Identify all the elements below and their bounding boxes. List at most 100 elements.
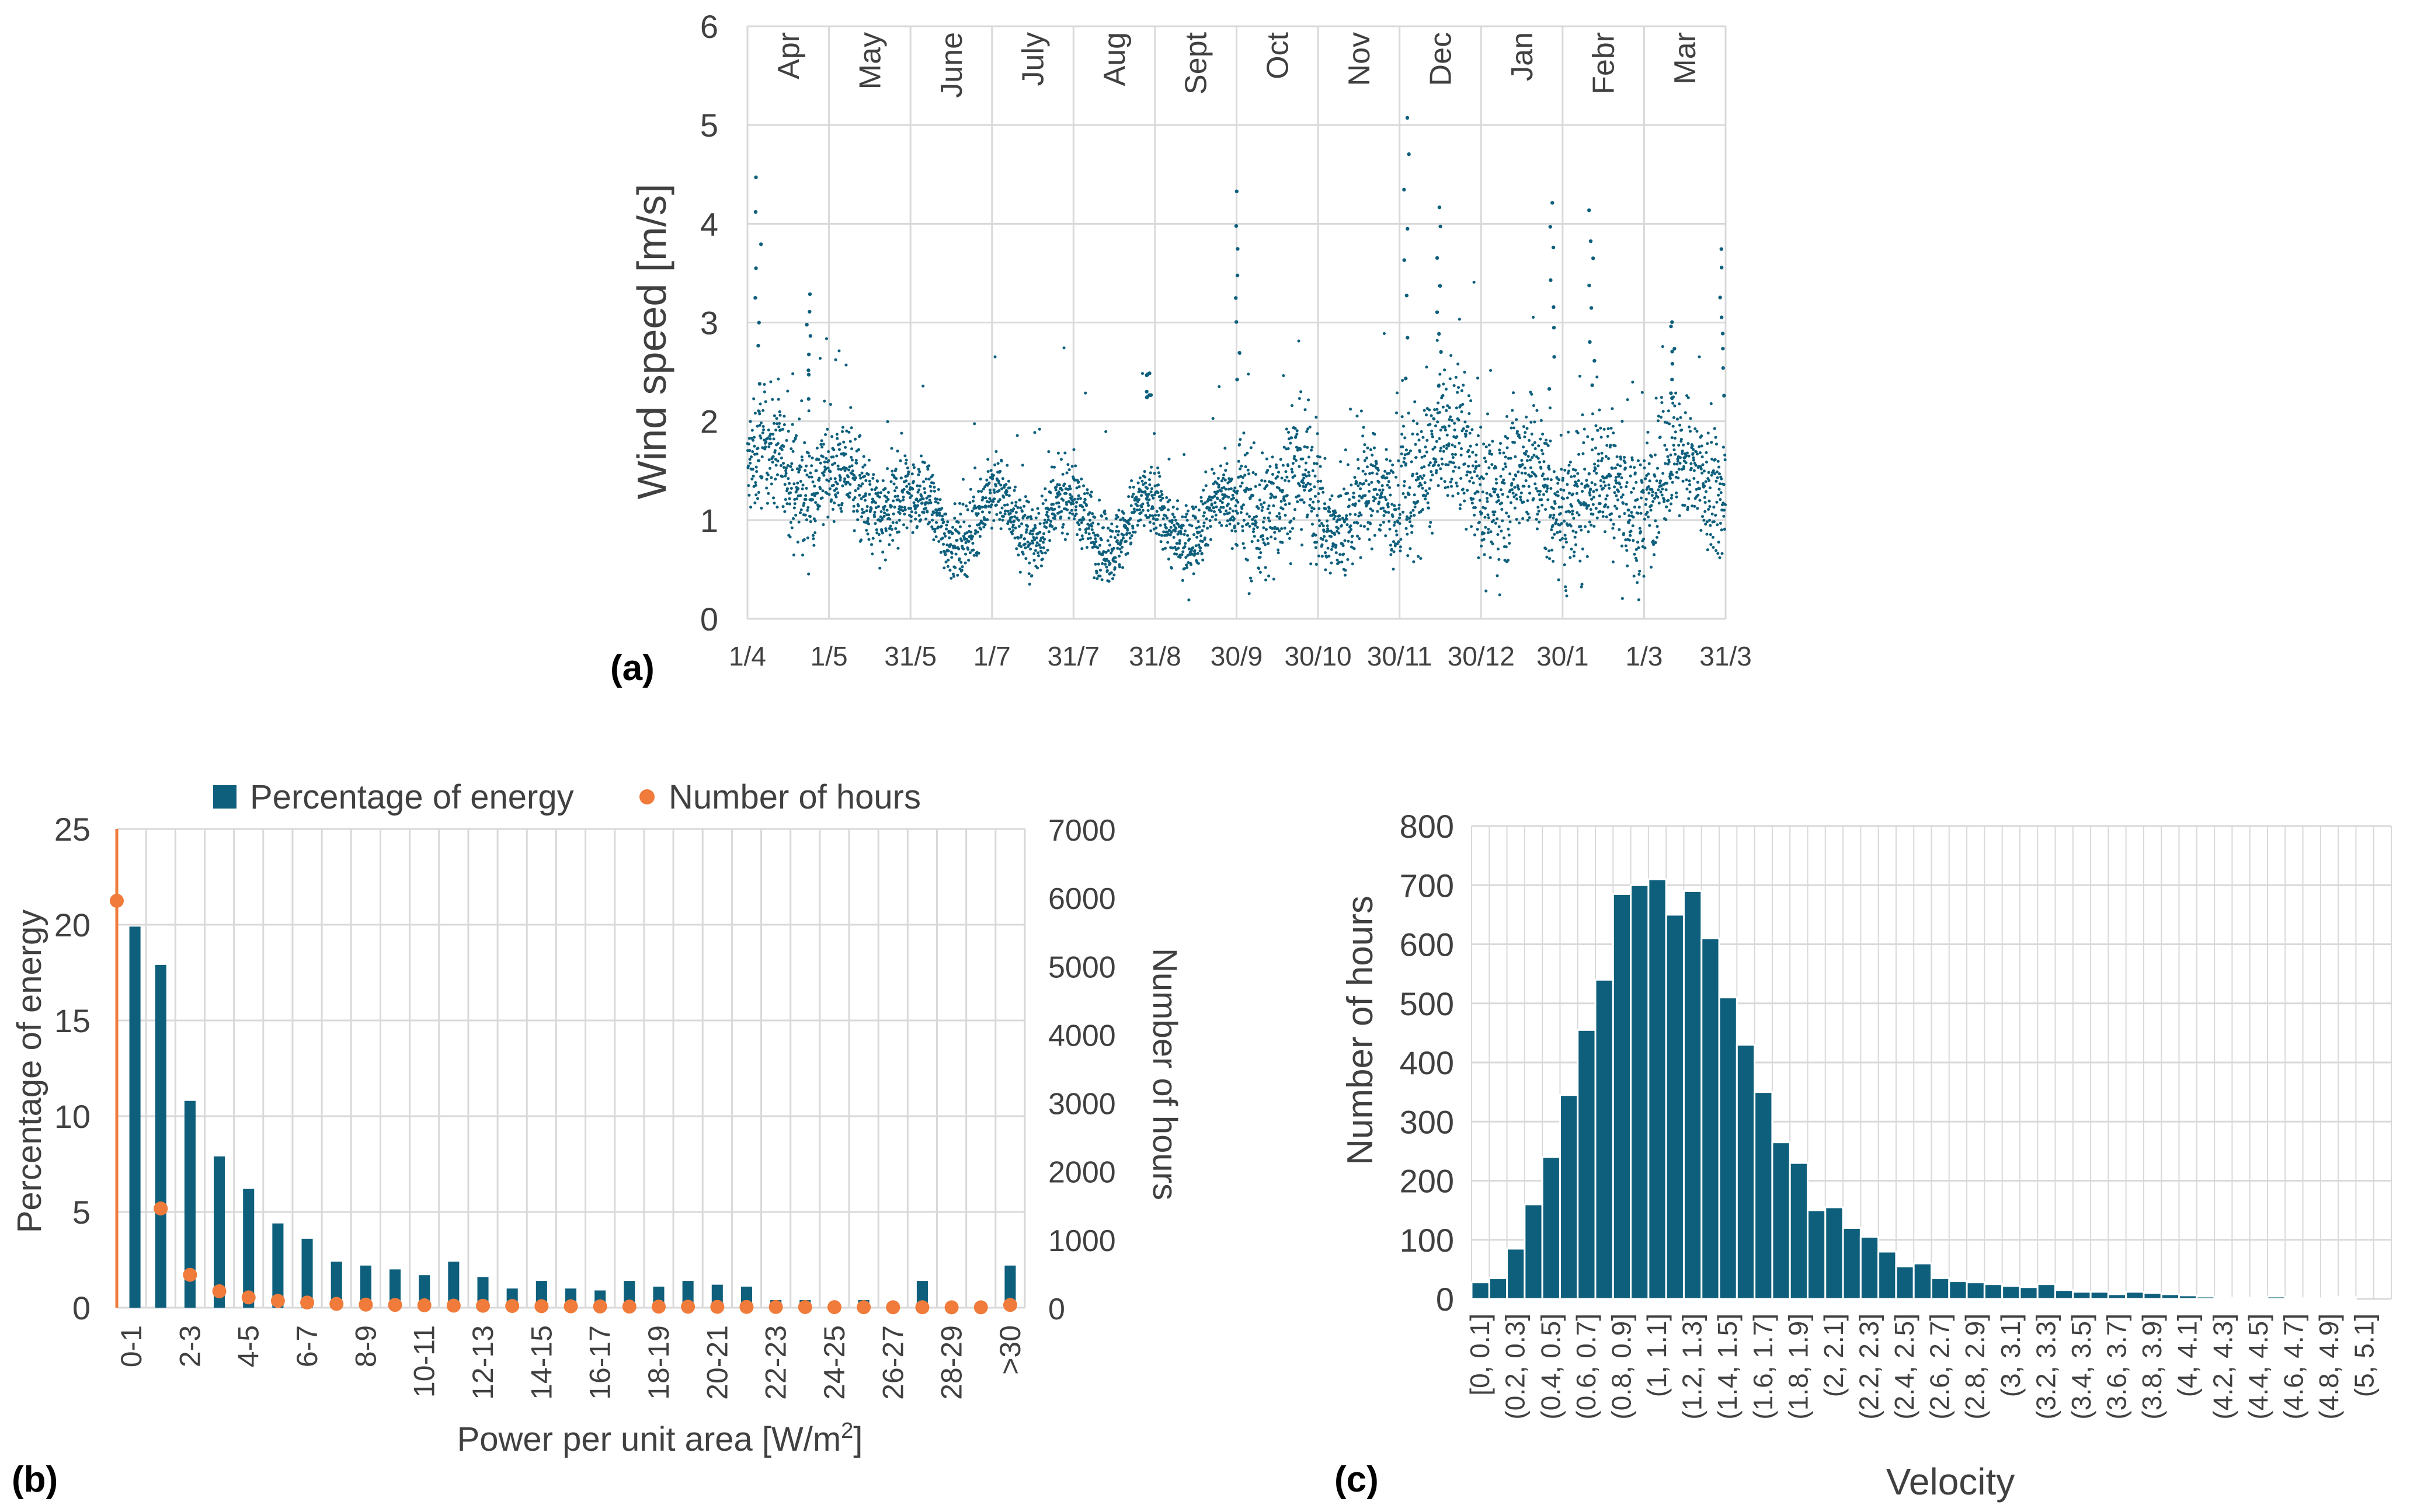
panel-a-peak-point <box>1145 372 1150 377</box>
panel-a-month-label: Mar <box>1668 32 1702 85</box>
panel-c-histogram-bar <box>1842 1227 1862 1300</box>
panel-a-x-tick-label: 30/12 <box>1448 641 1515 671</box>
panel-b-hours-dot <box>857 1300 871 1315</box>
legend-swatch-energy <box>213 785 237 809</box>
panel-b-hours-dot <box>388 1298 402 1312</box>
panel-a-peak-point <box>1588 239 1593 243</box>
panel-b-hours-dot <box>534 1299 549 1314</box>
panel-b-hours-dot <box>300 1295 315 1310</box>
panel-b-energy-bar <box>1004 1265 1016 1308</box>
panel-c-histogram-bar <box>1718 997 1738 1300</box>
panel-c-histogram-bar <box>2072 1291 2092 1300</box>
panel-b-hours-dot <box>768 1300 783 1314</box>
panel-a-peak-point <box>1437 332 1441 336</box>
panel-b-hours-dots <box>110 894 1017 1315</box>
panel-a-month-label: Aug <box>1098 32 1132 86</box>
panel-b-energy-bar <box>389 1269 401 1308</box>
panel-a-peak-point <box>1719 247 1723 251</box>
panel-c-histogram-bar <box>2054 1289 2074 1300</box>
panel-c-x-tick-label: (0.8, 0.9] <box>1606 1314 1636 1420</box>
panel-a-peak-point <box>759 242 763 246</box>
panel-c-histogram-bar <box>1470 1281 1490 1300</box>
panel-c-velocity-histogram: 0 100 200 300 400 500 600 700 800 [0, 0.1] (0.2, … <box>1334 808 2392 1503</box>
panel-b-x-tick-label: >30 <box>994 1325 1027 1375</box>
panel-c-x-tick-label: (4, 4.1] <box>2172 1314 2203 1397</box>
panel-b-left-y-tick-label: 25 <box>54 811 91 848</box>
panel-b-x-tick-label: 18-19 <box>642 1325 675 1400</box>
panel-a-peak-point <box>1237 351 1241 355</box>
panel-a-x-tick-label: 31/7 <box>1048 641 1100 671</box>
panel-c-x-tick-label: (0.2, 0.3] <box>1500 1314 1531 1420</box>
panel-b-hours-dot <box>944 1300 959 1315</box>
panel-a-peak-point <box>1404 377 1408 381</box>
panel-a-peak-point <box>1591 256 1595 260</box>
panel-b-hours-dot <box>564 1299 578 1314</box>
panel-a-x-tick-label: 31/3 <box>1699 641 1752 671</box>
panel-a-peak-point <box>1721 346 1725 351</box>
panel-a-peak-point <box>1587 283 1591 288</box>
panel-b-energy-bar <box>155 964 166 1308</box>
panel-c-x-tick-label: (1, 1.1] <box>1642 1314 1672 1397</box>
panel-a-peak-point <box>1437 205 1442 210</box>
panel-b-hours-dot <box>710 1300 725 1314</box>
panel-b-y-axis-title: Percentage of energy <box>11 910 48 1234</box>
panel-b-x-tick-label: 12-13 <box>467 1325 499 1400</box>
panel-c-histogram-bar <box>1682 890 1703 1300</box>
panel-c-x-tick-label: (5, 5.1] <box>2349 1314 2380 1397</box>
panel-a-peak-point <box>1670 377 1674 382</box>
panel-c-histogram-bar <box>2319 1297 2339 1300</box>
panel-a-peak-point <box>754 175 758 179</box>
panel-c-x-tick-label: (2.2, 2.3] <box>1853 1314 1884 1420</box>
panel-a-peak-point <box>1549 278 1553 283</box>
panel-b-right-y-tick-label: 6000 <box>1048 882 1116 916</box>
panel-b-x-tick-label: 2-3 <box>173 1325 206 1367</box>
panel-c-histogram-bar <box>1983 1283 2004 1300</box>
panel-b-energy-bar <box>272 1223 284 1308</box>
panel-a-peak-point <box>1590 383 1594 388</box>
panel-c-histogram-bar <box>1594 978 1614 1300</box>
panel-a-peak-point <box>1552 305 1556 309</box>
panel-a-peak-point <box>1547 386 1552 391</box>
panel-a-month-label: Febr <box>1587 32 1621 95</box>
panel-c-x-axis-title: Velocity <box>1886 1461 2015 1503</box>
panel-a-peak-point <box>1670 361 1675 366</box>
panel-c-histogram-bar <box>1577 1029 1597 1300</box>
panel-b-hours-dot <box>212 1284 227 1298</box>
panel-a-y-tick-label: 3 <box>700 305 718 342</box>
panel-c-histogram-bar <box>1877 1250 1897 1300</box>
panel-b-left-y-tick-label: 0 <box>72 1290 91 1326</box>
panel-a-month-label: Jan <box>1505 32 1539 81</box>
panel-a-peak-point <box>1669 391 1673 395</box>
panel-b-hours-dot <box>417 1298 432 1312</box>
panel-a-peak-point <box>1552 355 1556 359</box>
panel-a-peak-point <box>1718 295 1722 299</box>
panel-b-x-tick-label: 10-11 <box>408 1325 441 1398</box>
panel-b-right-y-tick-label: 7000 <box>1048 814 1116 848</box>
panel-a-x-tick-label: 1/4 <box>729 641 766 671</box>
panel-b-energy-bars <box>129 926 1016 1308</box>
panel-a-peak-point <box>1670 350 1674 354</box>
panel-b-energy-bar <box>331 1262 342 1308</box>
panel-b-hours-dot <box>505 1299 520 1314</box>
panel-c-histogram-bar <box>1647 878 1667 1300</box>
panel-a-peak-point <box>757 320 761 325</box>
panel-b-right-y-tick-label: 1000 <box>1048 1224 1116 1258</box>
panel-c-x-tick-label: (4.6, 4.7] <box>2278 1314 2308 1420</box>
panel-c-histogram-bar <box>1488 1277 1508 1300</box>
panel-c-x-tick-label: (4.8, 4.9] <box>2314 1314 2344 1420</box>
panel-c-histogram-bar <box>1948 1280 1968 1300</box>
panel-b-hours-dot <box>329 1297 344 1311</box>
panel-a-peak-point <box>1236 247 1240 251</box>
panel-b-hours-dot <box>886 1300 900 1315</box>
panel-a-peak-point <box>756 343 760 348</box>
panel-a-peak-point <box>1234 296 1238 300</box>
panel-c-x-tick-label: (2, 2.1] <box>1818 1314 1849 1397</box>
panel-a-peak-point <box>1437 384 1441 388</box>
panel-b-x-tick-label: 8-9 <box>349 1325 382 1367</box>
panel-b-x-tick-label: 24-25 <box>818 1325 851 1400</box>
panel-a-peak-point <box>1720 332 1725 336</box>
panel-c-histogram-bar <box>2249 1297 2269 1300</box>
panel-b-hours-dot <box>915 1300 930 1315</box>
panel-c-histogram-bar <box>2143 1292 2162 1300</box>
